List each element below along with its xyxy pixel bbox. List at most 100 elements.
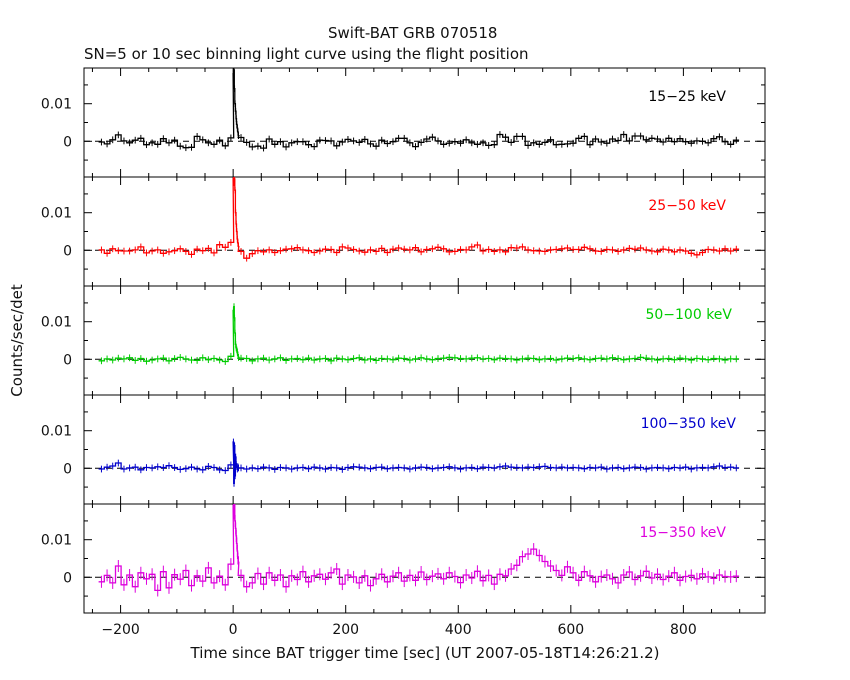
data-point [623,133,625,136]
data-point [234,475,236,477]
series-4 [98,438,740,487]
data-point [510,466,512,468]
data-point [168,587,170,589]
panel-label: 25−50 keV [648,198,726,214]
data-point [656,138,659,140]
data-point [465,249,467,251]
data-point [471,577,473,579]
data-point [185,358,187,360]
y-axis-label: Counts/sec/det [8,284,26,397]
data-point [202,250,204,252]
data-point [431,468,433,470]
data-point [347,138,349,141]
data-point [628,247,630,250]
data-point [174,574,176,576]
series-line [98,178,740,259]
data-point [538,143,540,145]
data-point [651,250,653,252]
data-point [606,574,608,576]
data-point [583,135,585,138]
data-point [527,249,529,251]
data-point [151,142,153,144]
data-point [724,248,726,250]
panel-4 [83,394,766,505]
data-point [544,141,546,144]
data-point [488,574,490,577]
data-point [488,466,490,469]
data-point [516,564,518,566]
data-point [448,142,450,144]
data-point [730,250,732,252]
data-point [162,466,164,469]
data-point [521,467,524,469]
data-point [645,468,647,470]
data-point [662,467,664,469]
data-point [117,462,119,464]
data-point [471,142,473,144]
data-point [381,357,383,360]
data-point [465,139,467,141]
data-point [324,248,327,250]
data-point [713,466,715,468]
data-point [735,358,737,360]
data-point [488,248,490,251]
data-point [651,467,653,469]
data-point [707,467,709,469]
data-point [471,357,473,359]
data-point [246,357,248,360]
data-point [443,466,445,469]
data-point [235,535,237,537]
data-point [235,118,237,120]
data-point [375,250,377,253]
x-tick-label: 200 [332,622,359,638]
data-point [628,571,630,573]
data-point [549,466,552,469]
panel-frame [83,503,766,614]
data-point [555,144,557,146]
data-point [482,466,484,468]
data-point [347,359,349,361]
data-point [409,249,411,251]
data-point [364,575,366,577]
data-point [233,445,236,447]
data-point [718,358,721,360]
data-point [196,575,198,577]
data-point [668,137,670,139]
data-point [510,358,512,360]
data-point [213,143,215,145]
data-point [352,248,355,251]
data-point [583,571,585,573]
data-point [437,357,439,360]
data-point [251,253,253,255]
data-point [448,251,450,253]
data-point [392,575,394,577]
data-point [482,580,484,582]
data-point [112,465,114,467]
data-point [123,358,125,360]
data-point [257,572,259,575]
data-point [240,467,242,469]
y-tick-label: 0 [63,243,72,259]
data-point [656,251,659,253]
data-point [403,580,405,582]
data-point [369,143,372,145]
data-point [262,583,265,585]
data-point [555,467,557,469]
data-point [538,554,540,557]
x-axis-label: Time since BAT trigger time [sec] (UT 20… [190,644,660,662]
data-point [707,359,709,361]
data-point [437,467,439,469]
data-point [237,135,240,137]
panel-5 [83,503,766,614]
data-point [544,465,546,468]
data-point [179,356,181,359]
data-point [578,137,580,139]
data-point [262,147,265,149]
data-point [600,141,602,143]
data-point [533,357,535,360]
data-point [668,357,670,360]
data-point [488,144,490,147]
data-point [319,250,321,252]
data-point [285,146,287,148]
data-point [600,357,602,359]
